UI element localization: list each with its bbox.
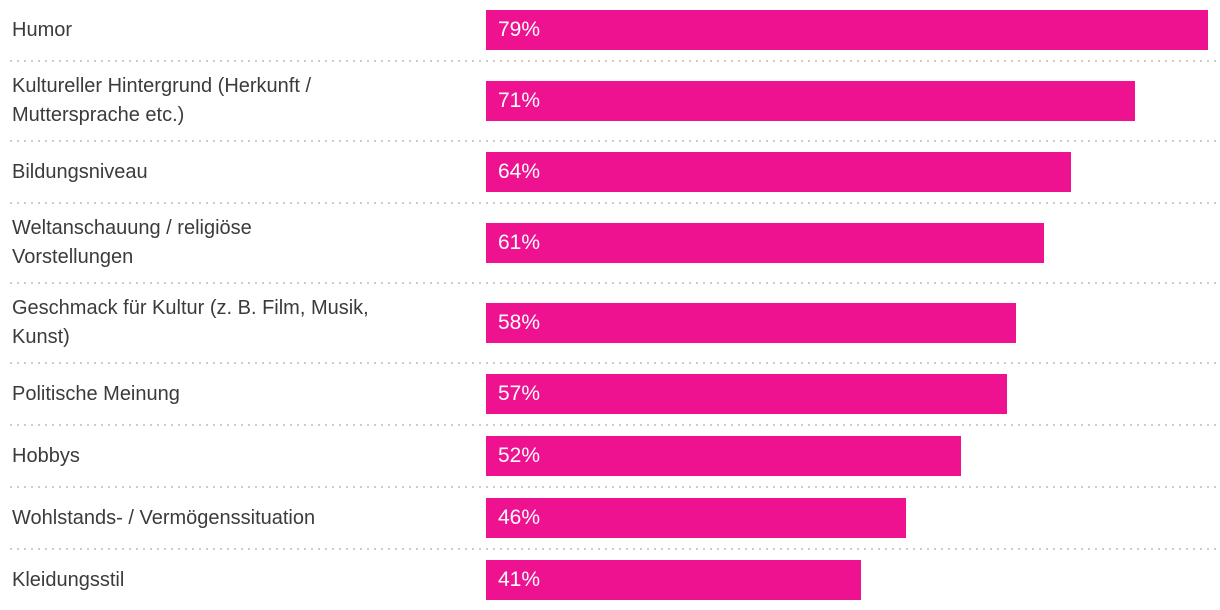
row-separator [10, 140, 1220, 142]
bar-track: 64% [486, 152, 1220, 192]
category-label: Humor [12, 18, 73, 41]
row-separator [10, 548, 1220, 550]
bar-track: 46% [486, 498, 1220, 538]
bar-track: 52% [486, 436, 1220, 476]
bar-track: 71% [486, 81, 1220, 121]
bar: 57% [486, 374, 1007, 414]
row-separator [10, 60, 1220, 62]
row-separator [10, 362, 1220, 364]
bar-value-label: 58% [498, 311, 541, 334]
row-separator [10, 424, 1220, 426]
category-label: Weltanschauung / religiöse Vorstellungen [12, 217, 252, 268]
row-separator [10, 486, 1220, 488]
bar: 71% [486, 81, 1135, 121]
category-label: Hobbys [12, 444, 80, 467]
bar-value-label: 79% [498, 18, 541, 41]
category-label: Politische Meinung [12, 382, 180, 405]
category-label: Kleidungsstil [12, 568, 125, 591]
row-separator [10, 282, 1220, 284]
bar-value-label: 57% [498, 382, 541, 405]
category-label: Kultureller Hintergrund (Herkunft / Mutt… [12, 75, 312, 126]
bar-track: 41% [486, 560, 1220, 600]
chart-row: Politische Meinung 57% [0, 364, 1220, 424]
bar-track: 58% [486, 303, 1220, 343]
category-label: Geschmack für Kultur (z. B. Film, Musik,… [12, 297, 369, 348]
bar-track: 79% [486, 10, 1220, 50]
bar-value-label: 64% [498, 160, 541, 183]
bar: 46% [486, 498, 907, 538]
bar-track: 61% [486, 223, 1220, 263]
bar: 58% [486, 303, 1017, 343]
chart-row: Humor 79% [0, 0, 1220, 60]
bar: 64% [486, 152, 1071, 192]
bar-value-label: 52% [498, 444, 541, 467]
bar-value-label: 41% [498, 568, 541, 591]
chart-row: Wohlstands- / Vermögenssituation 46% [0, 488, 1220, 548]
bar-value-label: 46% [498, 506, 541, 529]
bar: 52% [486, 436, 962, 476]
bar: 41% [486, 560, 861, 600]
chart-row: Bildungsniveau 64% [0, 142, 1220, 202]
bar: 79% [486, 10, 1209, 50]
chart-row: Kleidungsstil 41% [0, 550, 1220, 610]
bar-track: 57% [486, 374, 1220, 414]
chart-row: Weltanschauung / religiöse Vorstellungen… [0, 204, 1220, 282]
row-separator [10, 202, 1220, 204]
bar: 61% [486, 223, 1044, 263]
category-label: Bildungsniveau [12, 160, 148, 183]
bar-value-label: 61% [498, 231, 541, 254]
chart-row: Kultureller Hintergrund (Herkunft / Mutt… [0, 62, 1220, 140]
bar-value-label: 71% [498, 89, 541, 112]
chart-row: Geschmack für Kultur (z. B. Film, Musik,… [0, 284, 1220, 362]
chart-row: Hobbys 52% [0, 426, 1220, 486]
category-label: Wohlstands- / Vermögenssituation [12, 506, 316, 529]
